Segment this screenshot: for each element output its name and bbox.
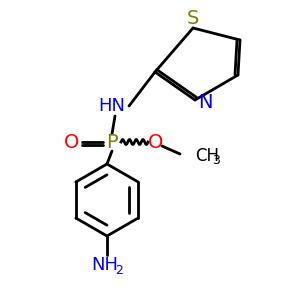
Text: NH: NH	[92, 256, 118, 274]
Text: O: O	[64, 133, 80, 152]
Text: 2: 2	[115, 263, 123, 277]
Text: HN: HN	[98, 97, 125, 115]
Text: 3: 3	[212, 154, 220, 167]
Text: N: N	[198, 92, 212, 112]
Text: O: O	[148, 133, 164, 152]
Text: P: P	[106, 133, 118, 152]
Text: CH: CH	[195, 147, 219, 165]
Text: S: S	[187, 10, 199, 28]
